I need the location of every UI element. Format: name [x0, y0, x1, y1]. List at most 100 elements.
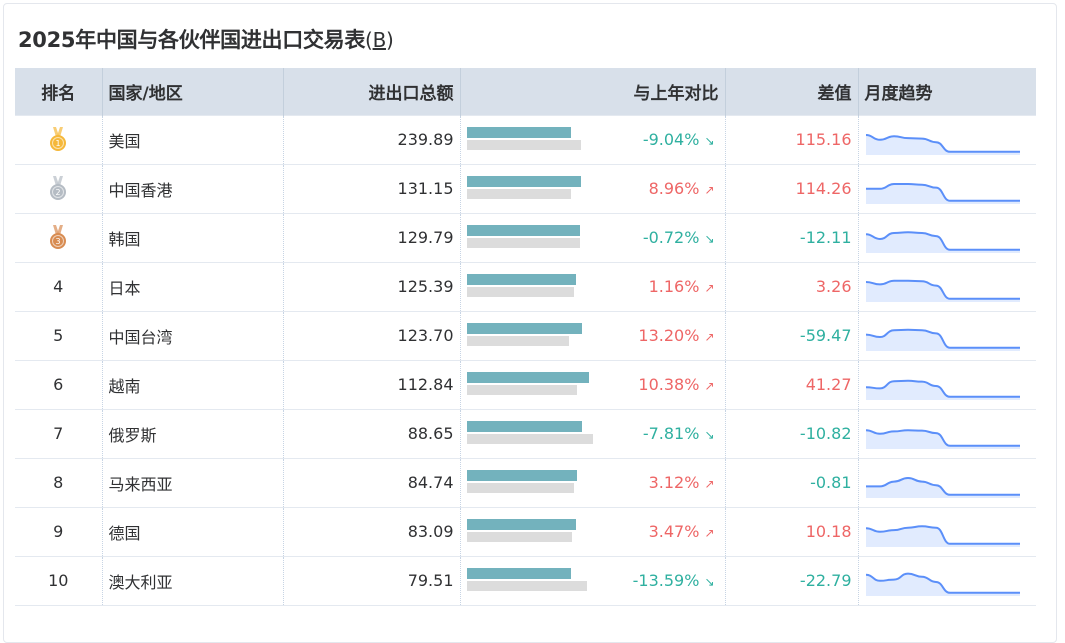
country-cell: 中国台湾	[102, 310, 284, 360]
yoy-percent: 1.16%	[648, 276, 700, 296]
trend-cell	[858, 212, 1036, 262]
rank-number: 7	[53, 424, 64, 443]
yoy-bars	[466, 371, 597, 395]
page-title: 2025年中国与各伙伴国进出口交易表(B)	[18, 24, 394, 54]
table-row[interactable]: 7 俄罗斯 88.65 -7.81% ↘ -10.82	[15, 408, 1036, 458]
table-row[interactable]: 2 中国香港 131.15 8.96% ↗ 114.26	[15, 163, 1036, 213]
trend-cell	[858, 359, 1036, 409]
current-year-bar	[466, 371, 589, 383]
header-country[interactable]: 国家/地区	[102, 68, 284, 115]
rank-number: 8	[53, 473, 64, 492]
yoy-bars	[466, 567, 597, 591]
trend-down-icon: ↘	[704, 231, 715, 246]
country-cell: 俄罗斯	[102, 408, 284, 458]
yoy-percent: 3.47%	[648, 521, 700, 541]
sparkline-area	[865, 134, 1020, 155]
yoy-percent: 10.38%	[638, 374, 700, 394]
yoy-container: 1.16% ↗	[466, 263, 719, 311]
rank-number: 6	[53, 375, 64, 394]
total-cell: 123.70	[283, 310, 461, 360]
sparkline-area	[865, 329, 1020, 351]
current-year-bar	[466, 420, 583, 432]
diff-cell: -59.47	[725, 310, 859, 360]
table-row[interactable]: 4 日本 125.39 1.16% ↗ 3.26	[15, 261, 1036, 311]
rank-cell: 8	[15, 457, 103, 507]
previous-year-bar	[466, 580, 588, 591]
table-row[interactable]: 1 美国 239.89 -9.04% ↘ 115.16	[15, 114, 1036, 164]
sparkline-line	[865, 428, 1020, 447]
table-row[interactable]: 8 马来西亚 84.74 3.12% ↗ -0.81	[15, 457, 1036, 507]
current-year-bar	[466, 518, 576, 530]
diff-cell: -10.82	[725, 408, 859, 458]
table-row[interactable]: 5 中国台湾 123.70 13.20% ↗ -59.47	[15, 310, 1036, 360]
yoy-bars	[466, 273, 597, 297]
table-body: 1 美国 239.89 -9.04% ↘ 115.16 2 中国香港 131.15 8.96% ↗ 1…	[15, 114, 1036, 606]
trend-down-icon: ↘	[704, 133, 715, 148]
yoy-bars	[466, 322, 597, 346]
unit-selector: (B)	[365, 28, 394, 52]
yoy-value: 1.16% ↗	[649, 277, 715, 296]
header-diff[interactable]: 差值	[725, 68, 859, 115]
country-cell: 中国香港	[102, 163, 284, 213]
rank-cell: 3	[15, 212, 103, 262]
trend-up-icon: ↗	[704, 476, 715, 491]
table-row[interactable]: 9 德国 83.09 3.47% ↗ 10.18	[15, 506, 1036, 556]
sparkline-line	[865, 476, 1020, 496]
trend-up-icon: ↗	[704, 280, 715, 295]
yoy-container: -9.04% ↘	[466, 116, 719, 164]
yoy-cell: 10.38% ↗	[460, 359, 726, 409]
trend-cell	[858, 163, 1036, 213]
current-year-bar	[466, 126, 571, 138]
yoy-bars	[466, 518, 597, 542]
total-cell: 79.51	[283, 555, 461, 606]
country-cell: 美国	[102, 114, 284, 164]
current-year-bar	[466, 469, 577, 481]
yoy-value: 3.47% ↗	[649, 522, 715, 541]
previous-year-bar	[466, 237, 580, 248]
rank-number: 9	[53, 522, 64, 541]
unit-link[interactable]: B	[372, 28, 387, 52]
trend-down-icon: ↘	[704, 427, 715, 442]
sparkline-area	[865, 573, 1020, 596]
sparkline-line	[865, 230, 1020, 251]
table-row[interactable]: 10 澳大利亚 79.51 -13.59% ↘ -22.79	[15, 555, 1036, 606]
diff-cell: 3.26	[725, 261, 859, 311]
yoy-container: 3.12% ↗	[466, 459, 719, 507]
sparkline-line	[865, 379, 1020, 398]
total-cell: 239.89	[283, 114, 461, 164]
sparkline-line	[865, 524, 1020, 545]
yoy-percent: 3.12%	[648, 472, 700, 492]
current-year-bar	[466, 175, 581, 187]
gold-medal-icon: 1	[21, 126, 96, 153]
sparkline-line	[865, 279, 1020, 300]
yoy-value: 8.96% ↗	[649, 179, 715, 198]
svg-text:2: 2	[56, 188, 61, 197]
yoy-container: 3.47% ↗	[466, 508, 719, 556]
table-row[interactable]: 3 韩国 129.79 -0.72% ↘ -12.11	[15, 212, 1036, 262]
yoy-bars	[466, 224, 597, 248]
current-year-bar	[466, 567, 571, 579]
header-yoy[interactable]: 与上年对比	[460, 68, 726, 115]
yoy-container: -7.81% ↘	[466, 410, 719, 458]
header-trend[interactable]: 月度趋势	[858, 68, 1036, 115]
trend-cell	[858, 408, 1036, 458]
yoy-value: 3.12% ↗	[649, 473, 715, 492]
sparkline-chart	[865, 328, 1020, 351]
diff-cell: -0.81	[725, 457, 859, 507]
sparkline-chart	[865, 279, 1020, 302]
yoy-value: 10.38% ↗	[638, 375, 714, 394]
previous-year-bar	[466, 335, 570, 346]
previous-year-bar	[466, 531, 572, 542]
table-row[interactable]: 6 越南 112.84 10.38% ↗ 41.27	[15, 359, 1036, 409]
total-cell: 129.79	[283, 212, 461, 262]
yoy-percent: 8.96%	[648, 178, 700, 198]
rank-cell: 5	[15, 310, 103, 360]
total-cell: 112.84	[283, 359, 461, 409]
diff-cell: 114.26	[725, 163, 859, 213]
page-title-text: 2025年中国与各伙伴国进出口交易表	[18, 28, 366, 52]
header-total[interactable]: 进出口总额	[283, 68, 461, 115]
previous-year-bar	[466, 433, 593, 444]
country-cell: 马来西亚	[102, 457, 284, 507]
rank-cell: 6	[15, 359, 103, 409]
header-rank[interactable]: 排名	[15, 68, 103, 115]
